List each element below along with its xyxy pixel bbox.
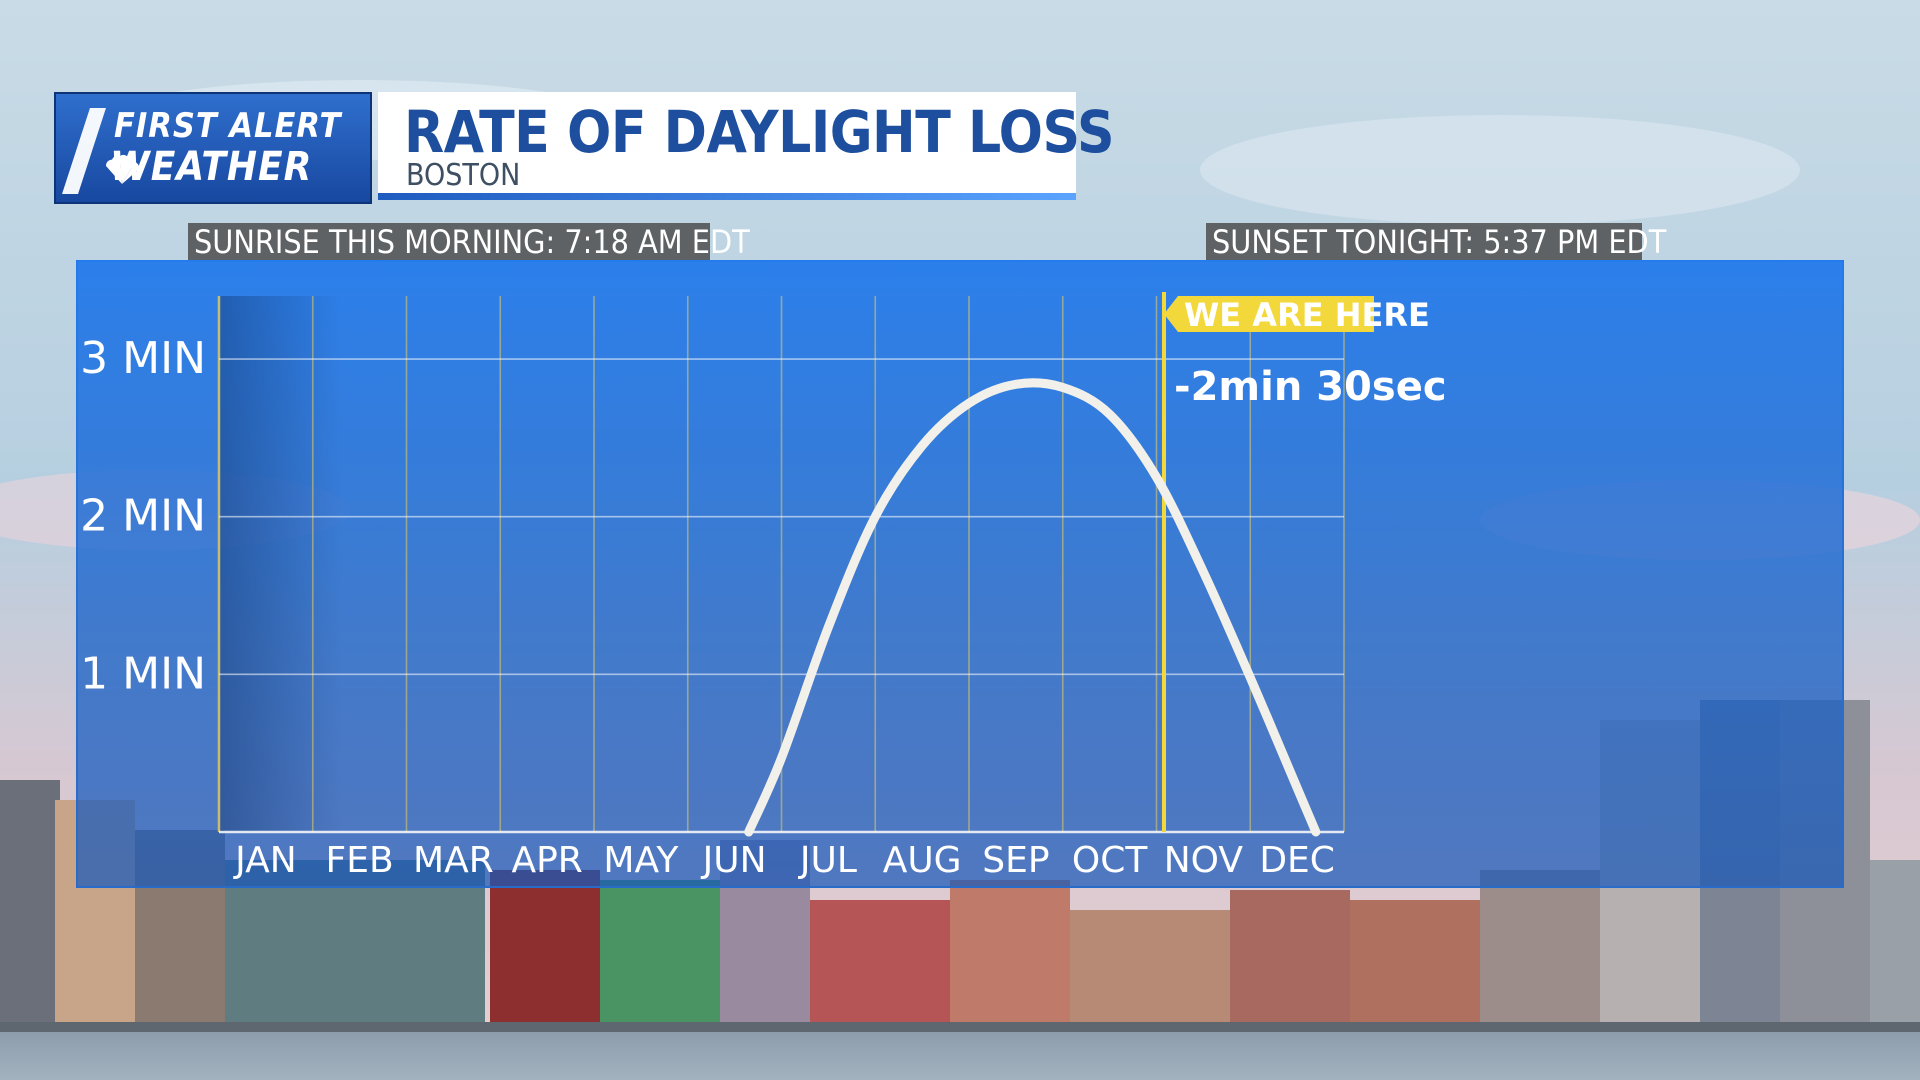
x-tick-label: JUL — [798, 840, 857, 881]
logo-line1: FIRST ALERT — [114, 106, 342, 146]
peacock-icon — [105, 154, 140, 184]
x-tick-label: NOV — [1164, 840, 1244, 881]
daylight-loss-curve — [744, 378, 1321, 837]
x-tick-label: SEP — [982, 840, 1049, 881]
location-subtitle: BOSTON — [406, 158, 521, 193]
x-tick-label: FEB — [326, 840, 394, 881]
x-tick-label: MAR — [413, 840, 494, 881]
x-tick-label: DEC — [1259, 840, 1335, 881]
title-accent-bar — [378, 193, 1076, 200]
y-tick-label: 3 MIN — [80, 333, 206, 384]
x-tick-label: JAN — [233, 840, 297, 881]
y-tick-label: 1 MIN — [80, 648, 206, 699]
left-shade — [219, 296, 342, 832]
x-tick-label: AUG — [883, 840, 962, 881]
daylight-loss-chart: 1 MIN 2 MIN 3 MIN JAN FEB MAR APR MAY JUN JUL AUG… — [76, 260, 1844, 888]
title-box: RATE OF DAYLIGHT LOSS BOSTON — [378, 92, 1115, 200]
we-are-here-label: WE ARE HERE — [1184, 296, 1430, 334]
x-tick-label: OCT — [1072, 840, 1148, 881]
logo-line2: WEATHER — [110, 144, 313, 190]
x-tick-label: MAY — [603, 840, 679, 881]
current-rate-label: -2min 30sec — [1174, 364, 1447, 410]
sunset-info: SUNSET TONIGHT: 5:37 PM EDT — [1206, 223, 1666, 261]
first-alert-weather-logo: FIRST ALERT WEATHER — [54, 92, 372, 204]
page-title: RATE OF DAYLIGHT LOSS — [404, 98, 1115, 166]
x-tick-label: JUN — [701, 840, 767, 881]
x-tick-label: APR — [511, 840, 582, 881]
we-are-here-flag — [1164, 296, 1374, 332]
panel-fill — [76, 260, 1844, 888]
y-tick-label: 2 MIN — [80, 491, 206, 542]
sunrise-info: SUNRISE THIS MORNING: 7:18 AM EDT — [188, 223, 750, 261]
